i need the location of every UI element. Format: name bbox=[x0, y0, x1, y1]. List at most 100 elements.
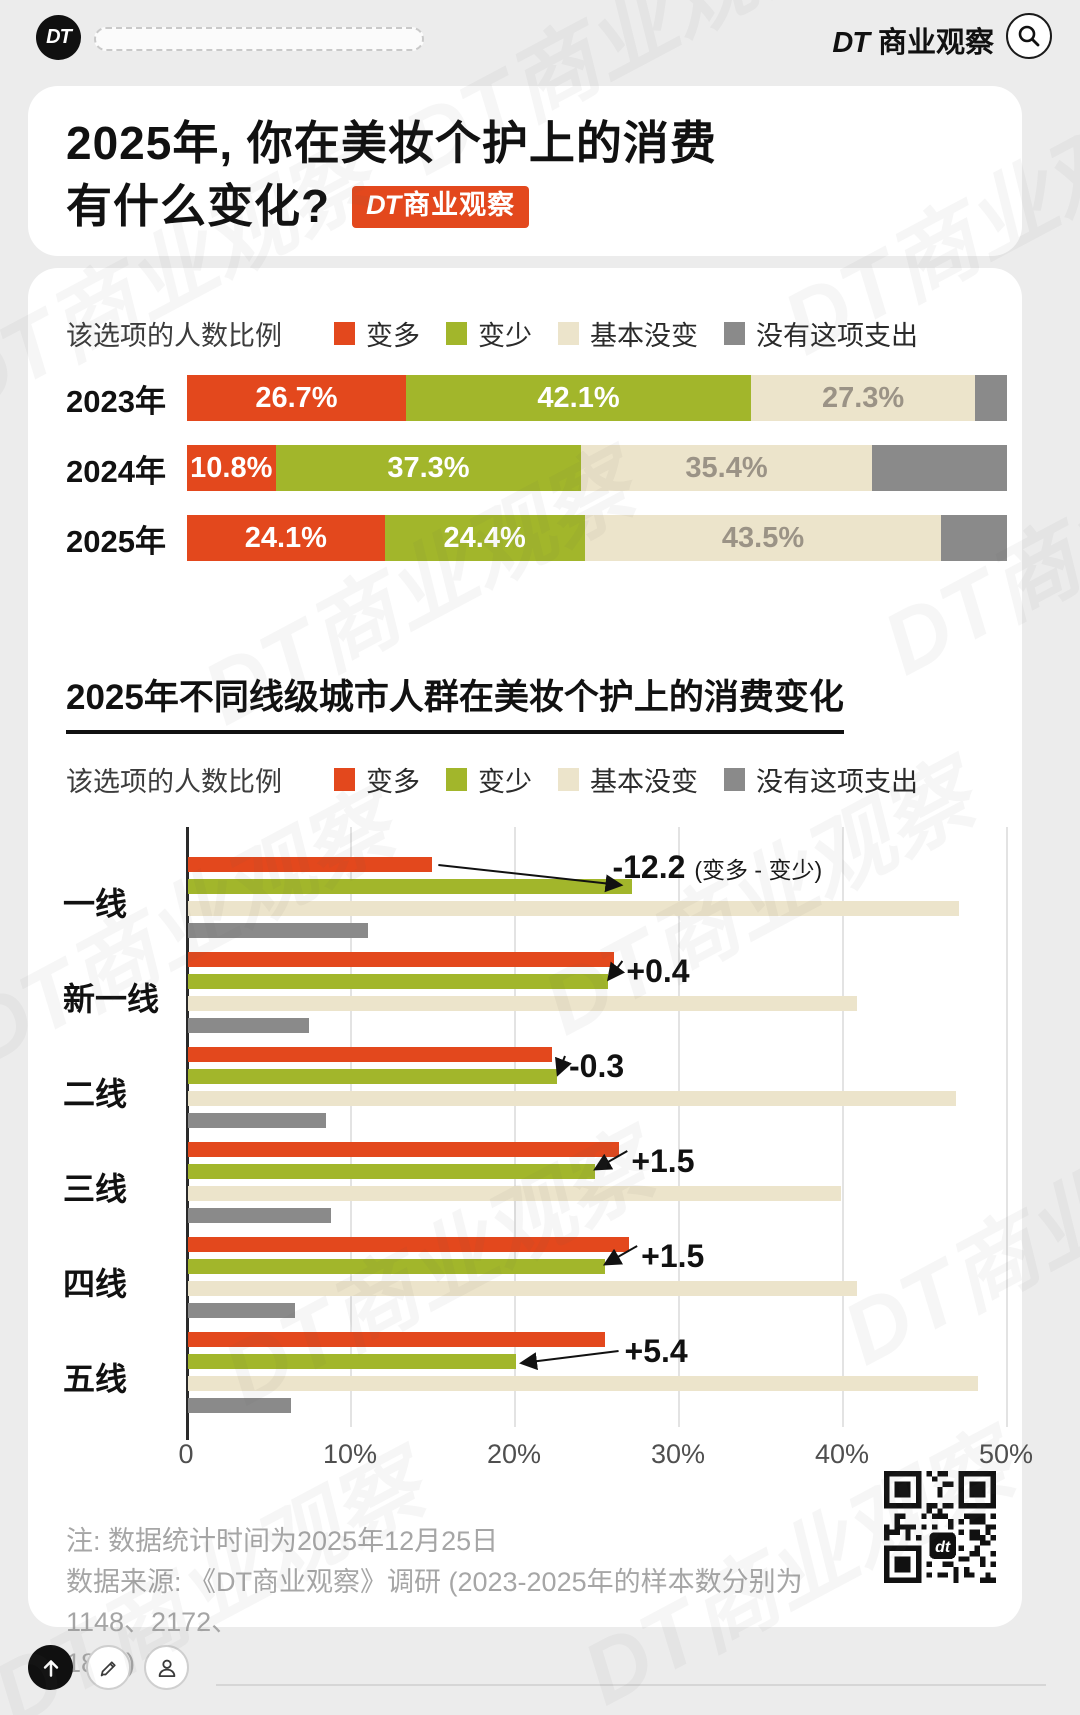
bar-segment bbox=[941, 515, 1007, 561]
bar-基本没变 bbox=[188, 901, 959, 916]
bar-变少 bbox=[188, 974, 608, 989]
legend-swatch bbox=[334, 322, 355, 345]
legend-swatch bbox=[558, 322, 579, 345]
segment-value-label: 10.8% bbox=[190, 451, 273, 484]
legend-item: 变少 bbox=[446, 314, 532, 353]
category-label: 三线 bbox=[63, 1171, 128, 1207]
address-pill[interactable] bbox=[94, 27, 424, 51]
badge-name: 商业观察 bbox=[403, 190, 516, 221]
category-label: 五线 bbox=[63, 1361, 128, 1397]
person-icon bbox=[158, 1659, 175, 1677]
page-title-line2: 有什么变化? bbox=[66, 180, 331, 233]
x-tick-label: 50% bbox=[978, 1439, 1034, 1469]
grid-line bbox=[350, 827, 352, 1427]
qr-code: dt bbox=[884, 1471, 996, 1583]
category-label: 二线 bbox=[63, 1076, 128, 1112]
bar-segment: 24.4% bbox=[384, 515, 585, 561]
diff-annotation: +1.5 bbox=[641, 1240, 704, 1272]
bar-变多 bbox=[188, 1237, 630, 1252]
legend-swatch bbox=[558, 768, 579, 791]
legend-label: 没有这项支出 bbox=[756, 321, 918, 351]
segment-value-label: 27.3% bbox=[821, 381, 905, 414]
bar-基本没变 bbox=[188, 996, 858, 1011]
grid-line bbox=[678, 827, 680, 1427]
diff-value: +1.5 bbox=[641, 1238, 705, 1274]
badge-dt: DT bbox=[366, 190, 401, 221]
svg-text:dt: dt bbox=[935, 1539, 951, 1556]
diff-value: -12.2 bbox=[612, 849, 686, 885]
search-button[interactable] bbox=[1006, 13, 1052, 59]
bar-segment bbox=[871, 445, 1007, 491]
x-tick-label: 20% bbox=[486, 1439, 542, 1469]
diff-annotation: -12.2 (变多 - 变少) bbox=[612, 851, 822, 883]
category-label: 新一线 bbox=[63, 981, 160, 1017]
top-bar: DT DT 商业观察 bbox=[0, 0, 1080, 74]
page-title: 2025年, 你在美妆个护上的消费 有什么变化? DT 商业观察 bbox=[28, 86, 1022, 239]
segment-value-label: 35.4% bbox=[685, 451, 768, 484]
segment-value-label: 24.4% bbox=[443, 521, 526, 554]
legend-label: 变多 bbox=[366, 321, 420, 351]
bar-segment: 26.7% bbox=[187, 375, 406, 421]
legend-row-1: 该选项的人数比例 变多 变少 基本没变 没有这项支出 bbox=[66, 314, 1022, 353]
annotation-arrow bbox=[519, 1350, 619, 1371]
stacked-row: 2023年 26.7% 42.1% 27.3% bbox=[66, 375, 1022, 421]
segment-value-label: 24.1% bbox=[244, 521, 327, 554]
dt-logo-avatar[interactable]: DT bbox=[36, 15, 81, 60]
bar-变少 bbox=[188, 879, 633, 894]
brand-dt: DT bbox=[832, 27, 870, 59]
bar-变多 bbox=[188, 1332, 605, 1347]
bar-基本没变 bbox=[188, 1186, 841, 1201]
bar-变多 bbox=[188, 952, 615, 967]
legend-swatch bbox=[724, 768, 745, 791]
footnote: 注: 数据统计时间为2025年12月25日 数据来源: 《DT商业观察》调研 (2… bbox=[66, 1521, 836, 1683]
bar-变少 bbox=[188, 1259, 605, 1274]
legend-item: 基本没变 bbox=[558, 760, 698, 799]
bar-变少 bbox=[188, 1164, 595, 1179]
content-card: 该选项的人数比例 变多 变少 基本没变 没有这项支出 2023年 26.7% 42.1% 2… bbox=[28, 268, 1033, 1678]
bar-变少 bbox=[188, 1069, 557, 1084]
diff-annotation: +1.5 bbox=[631, 1145, 694, 1177]
bar-基本没变 bbox=[188, 1376, 979, 1391]
bar-segment bbox=[975, 375, 1007, 421]
legend-label: 基本没变 bbox=[590, 321, 698, 351]
legend-label: 变多 bbox=[366, 767, 420, 797]
legend-swatch bbox=[446, 322, 467, 345]
legend-label: 基本没变 bbox=[590, 767, 698, 797]
pencil-icon bbox=[100, 1660, 116, 1676]
bar-segment: 43.5% bbox=[584, 515, 942, 561]
search-icon bbox=[1018, 25, 1040, 47]
segment-value-label: 43.5% bbox=[721, 521, 805, 554]
bar-segment: 27.3% bbox=[751, 375, 976, 421]
grid-line bbox=[1006, 827, 1008, 1427]
profile-button[interactable] bbox=[144, 1645, 189, 1690]
bar-没有这项支出 bbox=[188, 923, 369, 938]
dt-brand-badge: DT 商业观察 bbox=[352, 186, 530, 229]
bar-变多 bbox=[188, 1142, 620, 1157]
bar-segment: 37.3% bbox=[275, 445, 582, 491]
back-to-top-button[interactable] bbox=[28, 1645, 73, 1690]
legend-row-2: 该选项的人数比例 变多 变少 基本没变 没有这项支出 bbox=[66, 760, 1022, 799]
stacked-bar: 10.8% 37.3% 35.4% bbox=[187, 445, 1007, 491]
legend-label: 没有这项支出 bbox=[756, 767, 918, 797]
bottom-divider bbox=[216, 1684, 1046, 1686]
legend-caption: 该选项的人数比例 bbox=[66, 321, 282, 351]
section-title: 2025年不同线级城市人群在美妆个护上的消费变化 bbox=[66, 669, 844, 734]
bar-没有这项支出 bbox=[188, 1398, 292, 1413]
grouped-bar-chart: 一线 -12.2 (变多 - 变少) 新一线 +0.4 二线 -0.3 三线 +1.5 四线 +1.… bbox=[63, 827, 1008, 1440]
legend-item: 基本没变 bbox=[558, 314, 698, 353]
legend-swatch bbox=[334, 768, 355, 791]
title-card: 2025年, 你在美妆个护上的消费 有什么变化? DT 商业观察 bbox=[28, 86, 1022, 256]
category-label: 四线 bbox=[63, 1266, 128, 1302]
legend-items: 变多 变少 基本没变 没有这项支出 bbox=[334, 314, 944, 353]
row-label: 2023年 bbox=[66, 383, 166, 419]
category-label: 一线 bbox=[63, 886, 128, 922]
page-title-line1: 2025年, 你在美妆个护上的消费 bbox=[66, 117, 717, 169]
row-label: 2025年 bbox=[66, 523, 166, 559]
dt-logo-text: DT bbox=[46, 26, 72, 48]
edit-button[interactable] bbox=[86, 1645, 131, 1690]
row-label: 2024年 bbox=[66, 453, 166, 489]
y-axis-line bbox=[186, 827, 189, 1440]
legend-item: 变少 bbox=[446, 760, 532, 799]
bar-变少 bbox=[188, 1354, 516, 1369]
legend-item: 没有这项支出 bbox=[724, 314, 918, 353]
